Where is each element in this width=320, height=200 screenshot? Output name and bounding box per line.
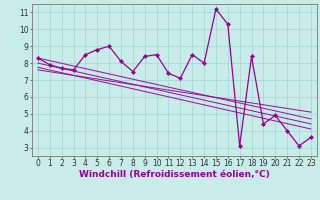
X-axis label: Windchill (Refroidissement éolien,°C): Windchill (Refroidissement éolien,°C) bbox=[79, 170, 270, 179]
